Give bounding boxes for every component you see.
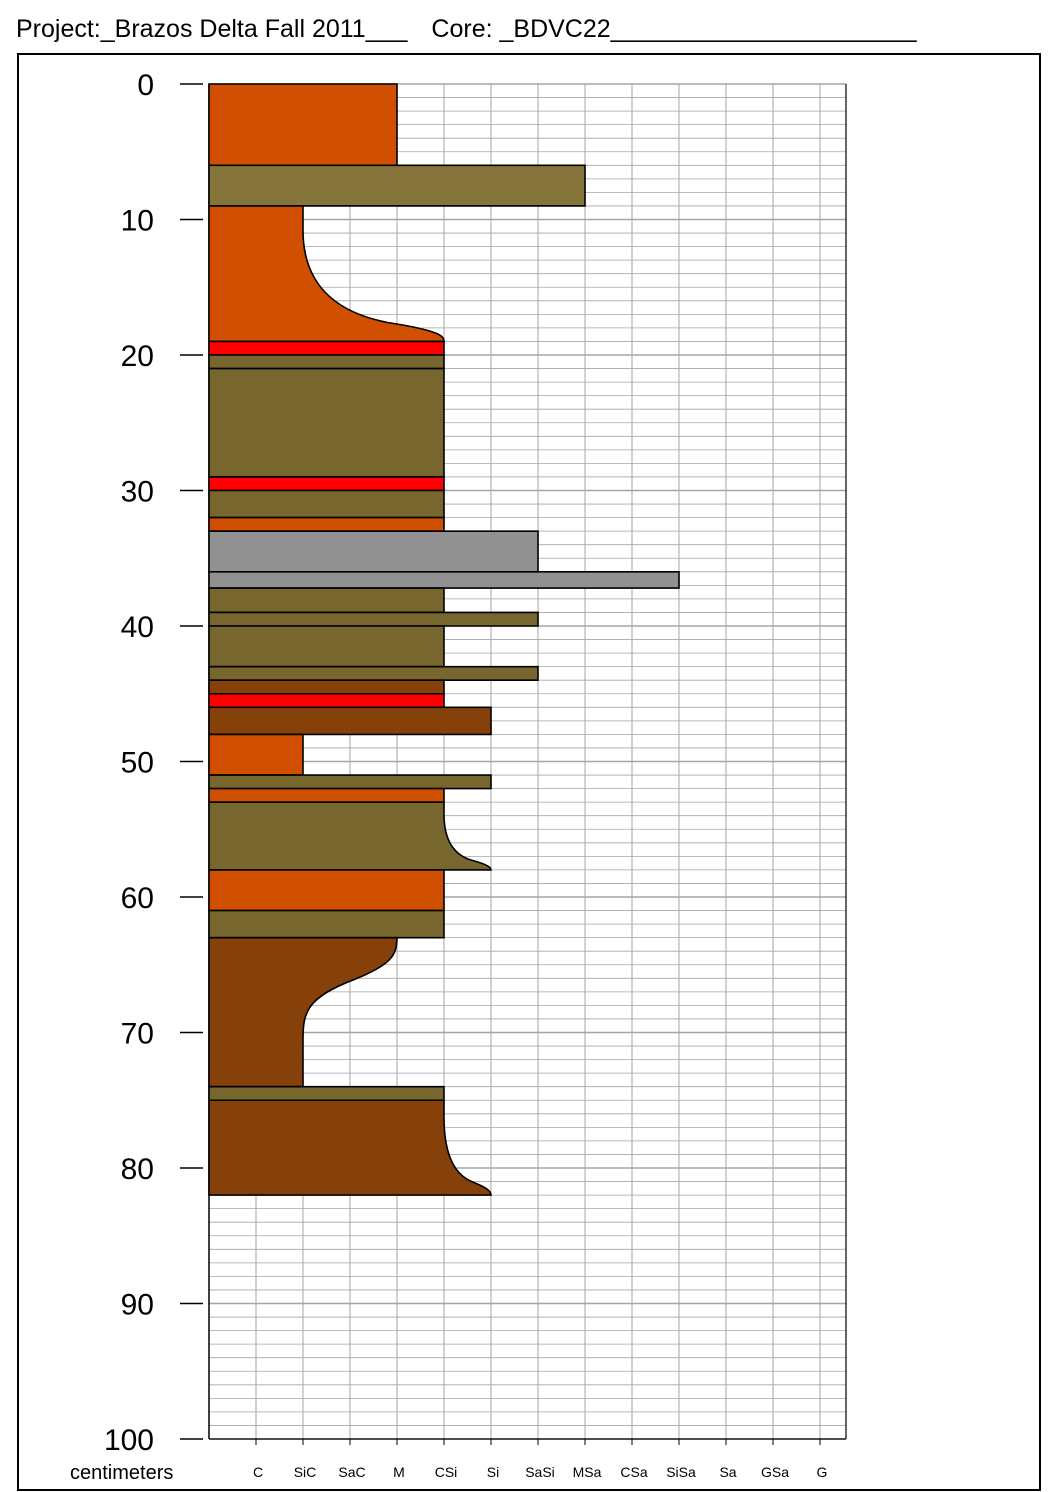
depth-tick-label: 20 <box>121 340 154 373</box>
depth-tick-label: 100 <box>104 1424 154 1457</box>
sediment-layer <box>208 774 492 790</box>
sediment-layer <box>208 733 304 776</box>
sediment-layer <box>208 516 445 532</box>
sediment-layer <box>208 367 445 478</box>
sediment-layer <box>208 706 492 736</box>
grain-size-label: C <box>253 1464 263 1480</box>
depth-tick-label: 90 <box>121 1289 154 1322</box>
sediment-layers <box>208 83 680 1196</box>
grain-size-label: SiSa <box>666 1464 696 1480</box>
depth-tick-label: 30 <box>121 476 154 509</box>
depth-tick-label: 0 <box>137 69 154 102</box>
sediment-layer <box>208 354 445 370</box>
core-label: Core: _BDVC22______________________ <box>431 15 917 43</box>
depth-tick-label: 70 <box>121 1018 154 1051</box>
depth-tick-label: 40 <box>121 611 154 644</box>
sediment-layer <box>208 611 539 627</box>
sediment-layer <box>208 625 445 668</box>
depth-axis: 0 10 20 30 40 50 60 70 80 90 100 centimeters <box>70 69 203 1484</box>
sediment-layer <box>208 489 445 519</box>
sediment-layer <box>208 530 539 573</box>
depth-tick-label: 80 <box>121 1153 154 1186</box>
outer-frame <box>17 53 1041 1491</box>
project-label: Project:_Brazos Delta Fall 2011___ <box>16 15 408 43</box>
grain-size-label: CSa <box>620 1464 647 1480</box>
sediment-layer <box>208 205 445 343</box>
grain-size-axis: C SiC SaC M CSi Si SaSi MSa CSa SiSa Sa GSa G <box>253 1439 828 1480</box>
depth-unit-label: centimeters <box>70 1462 173 1484</box>
sediment-layer <box>208 1085 445 1102</box>
grain-size-label: MSa <box>573 1464 602 1480</box>
depth-tick-label: 60 <box>121 882 154 915</box>
sediment-layer <box>208 476 445 492</box>
grain-size-label: Sa <box>719 1464 736 1480</box>
grain-size-label: SaC <box>338 1464 365 1480</box>
sediment-layer <box>208 787 445 803</box>
grain-size-label: G <box>817 1464 828 1480</box>
grain-size-label: CSi <box>435 1464 458 1480</box>
depth-tick-label: 10 <box>121 205 154 238</box>
core-header: Project:_Brazos Delta Fall 2011___ Core: … <box>16 14 1046 44</box>
sediment-layer <box>208 587 445 614</box>
sediment-layer <box>208 909 445 939</box>
sediment-layer <box>208 679 445 695</box>
sediment-layer <box>208 665 539 681</box>
sediment-layer <box>208 1099 492 1196</box>
sediment-layer <box>208 869 445 912</box>
sediment-layer <box>208 692 445 709</box>
sediment-layer <box>208 340 445 356</box>
grain-size-label: GSa <box>761 1464 789 1480</box>
depth-tick-label: 50 <box>121 747 154 780</box>
grain-size-label: SiC <box>294 1464 317 1480</box>
grain-size-label: M <box>393 1464 405 1480</box>
sediment-layer <box>208 801 492 871</box>
grain-size-label: Si <box>487 1464 499 1480</box>
grain-size-label: SaSi <box>525 1464 555 1480</box>
sediment-layer <box>208 571 680 589</box>
sediment-layer <box>208 83 398 167</box>
sediment-layer <box>208 936 398 1088</box>
sediment-layer <box>208 164 586 207</box>
